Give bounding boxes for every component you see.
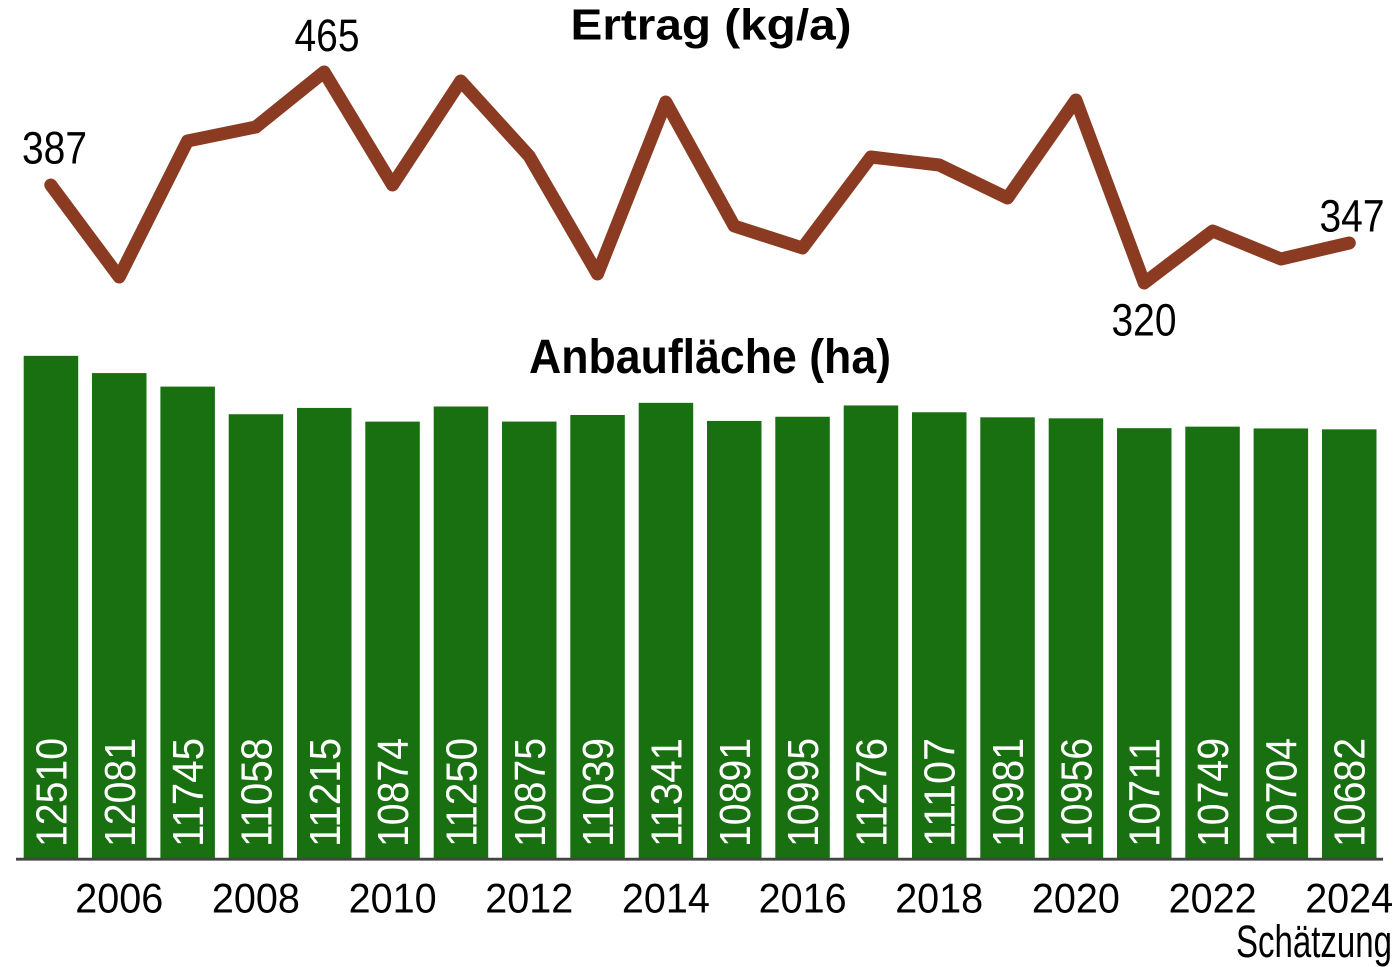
svg-text:10749: 10749 bbox=[1189, 738, 1238, 847]
svg-text:2020: 2020 bbox=[1032, 875, 1120, 922]
svg-text:10711: 10711 bbox=[1121, 738, 1170, 847]
svg-text:11276: 11276 bbox=[847, 738, 896, 847]
svg-text:10956: 10956 bbox=[1052, 738, 1101, 847]
svg-text:2008: 2008 bbox=[212, 875, 300, 922]
svg-text:465: 465 bbox=[295, 10, 360, 61]
svg-text:10875: 10875 bbox=[506, 738, 555, 847]
svg-text:11341: 11341 bbox=[642, 738, 691, 847]
svg-text:11250: 11250 bbox=[437, 738, 486, 847]
svg-text:11745: 11745 bbox=[164, 738, 213, 847]
svg-text:Anbaufläche (ha): Anbaufläche (ha) bbox=[529, 331, 891, 384]
svg-text:Ertrag (kg/a): Ertrag (kg/a) bbox=[571, 1, 852, 50]
svg-text:2016: 2016 bbox=[759, 875, 847, 922]
svg-text:2024: 2024 bbox=[1305, 875, 1393, 922]
svg-text:2006: 2006 bbox=[75, 875, 163, 922]
svg-text:320: 320 bbox=[1112, 295, 1177, 346]
svg-text:387: 387 bbox=[22, 123, 87, 174]
svg-text:10891: 10891 bbox=[711, 738, 760, 847]
svg-text:11215: 11215 bbox=[301, 738, 350, 847]
svg-text:10704: 10704 bbox=[1257, 738, 1306, 847]
svg-text:12510: 12510 bbox=[28, 738, 77, 847]
svg-text:2014: 2014 bbox=[622, 875, 710, 922]
svg-text:10874: 10874 bbox=[369, 738, 418, 847]
svg-text:11058: 11058 bbox=[232, 738, 281, 847]
svg-text:11107: 11107 bbox=[916, 738, 965, 847]
svg-text:2018: 2018 bbox=[895, 875, 983, 922]
svg-text:2012: 2012 bbox=[485, 875, 573, 922]
svg-text:Schätzung: Schätzung bbox=[1236, 916, 1392, 967]
svg-text:10682: 10682 bbox=[1326, 738, 1375, 847]
svg-text:10995: 10995 bbox=[779, 738, 828, 847]
svg-text:11039: 11039 bbox=[574, 738, 623, 847]
svg-text:10981: 10981 bbox=[984, 738, 1033, 847]
svg-text:2022: 2022 bbox=[1169, 875, 1257, 922]
svg-text:347: 347 bbox=[1320, 191, 1385, 242]
svg-text:12081: 12081 bbox=[96, 738, 145, 847]
svg-text:2010: 2010 bbox=[349, 875, 437, 922]
